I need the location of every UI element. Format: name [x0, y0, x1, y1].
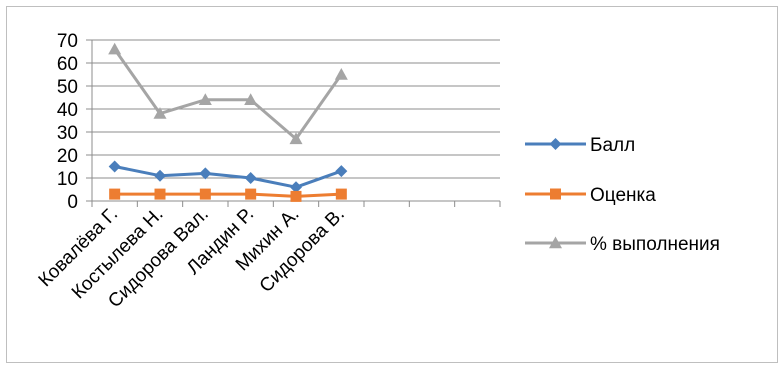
legend-label: Оценка [590, 185, 656, 206]
legend-label: Балл [590, 135, 635, 156]
data-point [245, 189, 256, 200]
y-tick-label: 20 [57, 146, 78, 167]
data-point [109, 189, 120, 200]
legend-marker [550, 189, 561, 200]
legend-label: % выполнения [590, 234, 720, 255]
data-point [200, 189, 211, 200]
data-point [291, 191, 302, 202]
y-tick-label: 70 [57, 31, 78, 52]
y-tick-label: 60 [57, 54, 78, 75]
data-point [155, 189, 166, 200]
data-point [336, 189, 347, 200]
y-tick-label: 40 [57, 100, 78, 121]
y-tick-label: 50 [57, 77, 78, 98]
y-tick-label: 10 [57, 169, 78, 190]
y-tick-label: 30 [57, 123, 78, 144]
y-tick-label: 0 [67, 192, 78, 213]
